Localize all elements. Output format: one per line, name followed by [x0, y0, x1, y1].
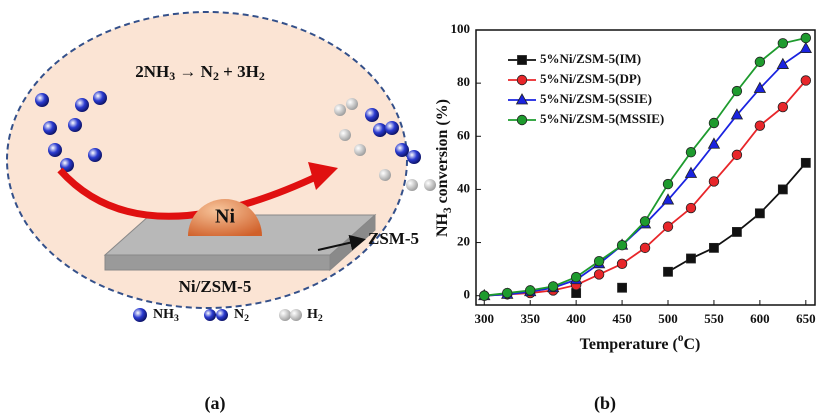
equation: 2NH3 → N2 + 3H2 [135, 62, 265, 83]
point [593, 255, 605, 267]
point [686, 253, 696, 264]
legend-h2: H2 [307, 307, 323, 324]
arrow-head [308, 162, 338, 190]
panel-a: 2NH3 → N2 + 3H2 Ni ZSM-5 Ni/ZSM-5 NH3 N2… [6, 11, 436, 414]
point [708, 117, 720, 129]
point [754, 120, 766, 131]
point [754, 56, 766, 68]
x-tick-label: 600 [750, 311, 770, 326]
point [800, 75, 812, 86]
x-tick-label: 550 [704, 311, 724, 326]
y-tick-label: 80 [457, 74, 470, 89]
point [616, 258, 628, 270]
point [662, 178, 674, 190]
y-tick-label: 100 [451, 21, 471, 36]
pointer [317, 234, 366, 251]
x-tick-label: 450 [612, 311, 632, 326]
zsm-label: ZSM-5 [368, 229, 419, 248]
point [731, 85, 743, 97]
legend-nh3: NH3 [153, 307, 179, 324]
x-tick-label: 500 [658, 311, 678, 326]
x-tick-label: 650 [796, 311, 816, 326]
series [571, 157, 811, 298]
point [639, 216, 651, 227]
series-line [484, 37, 807, 297]
point [732, 227, 742, 237]
point [662, 221, 674, 232]
legend-marker [515, 93, 529, 105]
point [639, 242, 651, 254]
point [525, 285, 536, 296]
caption-a: (a) [205, 393, 226, 414]
slab-front [104, 254, 331, 271]
point [708, 176, 720, 187]
plot-frame [475, 29, 816, 306]
point [547, 281, 559, 292]
point [707, 137, 721, 149]
legend-marker [517, 55, 527, 65]
point [731, 149, 743, 161]
ni-label: Ni [215, 206, 235, 228]
legend-label: 5%Ni/ZSM-5(SSIE) [540, 91, 652, 106]
point [799, 41, 812, 53]
products-cluster [334, 98, 436, 191]
point [663, 266, 673, 277]
point [777, 184, 788, 195]
y-tick-label: 60 [457, 127, 470, 142]
point [777, 38, 789, 49]
caption-b: (b) [594, 393, 616, 414]
x-axis-label: Temperature (oC) [580, 332, 701, 353]
legend-label: 5%Ni/ZSM-5(DP) [540, 71, 641, 86]
legend-label: 5%Ni/ZSM-5(IM) [540, 51, 641, 66]
point [661, 193, 675, 205]
legend-n2: N2 [234, 307, 249, 324]
y-axis-label: NH3 conversion (%) [434, 99, 454, 237]
point [753, 81, 767, 93]
point [776, 57, 790, 69]
legend-marker [516, 74, 528, 86]
series [479, 75, 812, 301]
point [685, 202, 697, 214]
y-tick-label: 40 [457, 180, 470, 195]
point [593, 269, 605, 280]
legend-marker [516, 114, 528, 126]
series-line [484, 47, 807, 297]
support-label: Ni/ZSM-5 [179, 277, 252, 296]
series [478, 41, 812, 301]
point [616, 240, 628, 251]
x-tick-label: 400 [566, 311, 586, 326]
point [684, 166, 698, 178]
point [777, 101, 789, 113]
point [479, 290, 490, 301]
x-tick-label: 350 [520, 311, 540, 326]
series [479, 32, 812, 301]
nh3-cluster [35, 91, 107, 172]
point [800, 157, 811, 168]
reaction-arrow [57, 167, 322, 220]
point [617, 282, 627, 293]
point [800, 32, 812, 44]
y-tick-label: 20 [457, 234, 470, 249]
point [754, 208, 765, 219]
point [709, 242, 719, 253]
point [570, 271, 582, 283]
ni-particle [188, 199, 262, 236]
point [685, 147, 697, 158]
legend-label: 5%Ni/ZSM-5(MSSIE) [540, 111, 664, 126]
x-tick-label: 300 [475, 311, 495, 326]
y-tick-label: 0 [464, 287, 471, 302]
point [730, 108, 744, 120]
point [502, 287, 513, 299]
